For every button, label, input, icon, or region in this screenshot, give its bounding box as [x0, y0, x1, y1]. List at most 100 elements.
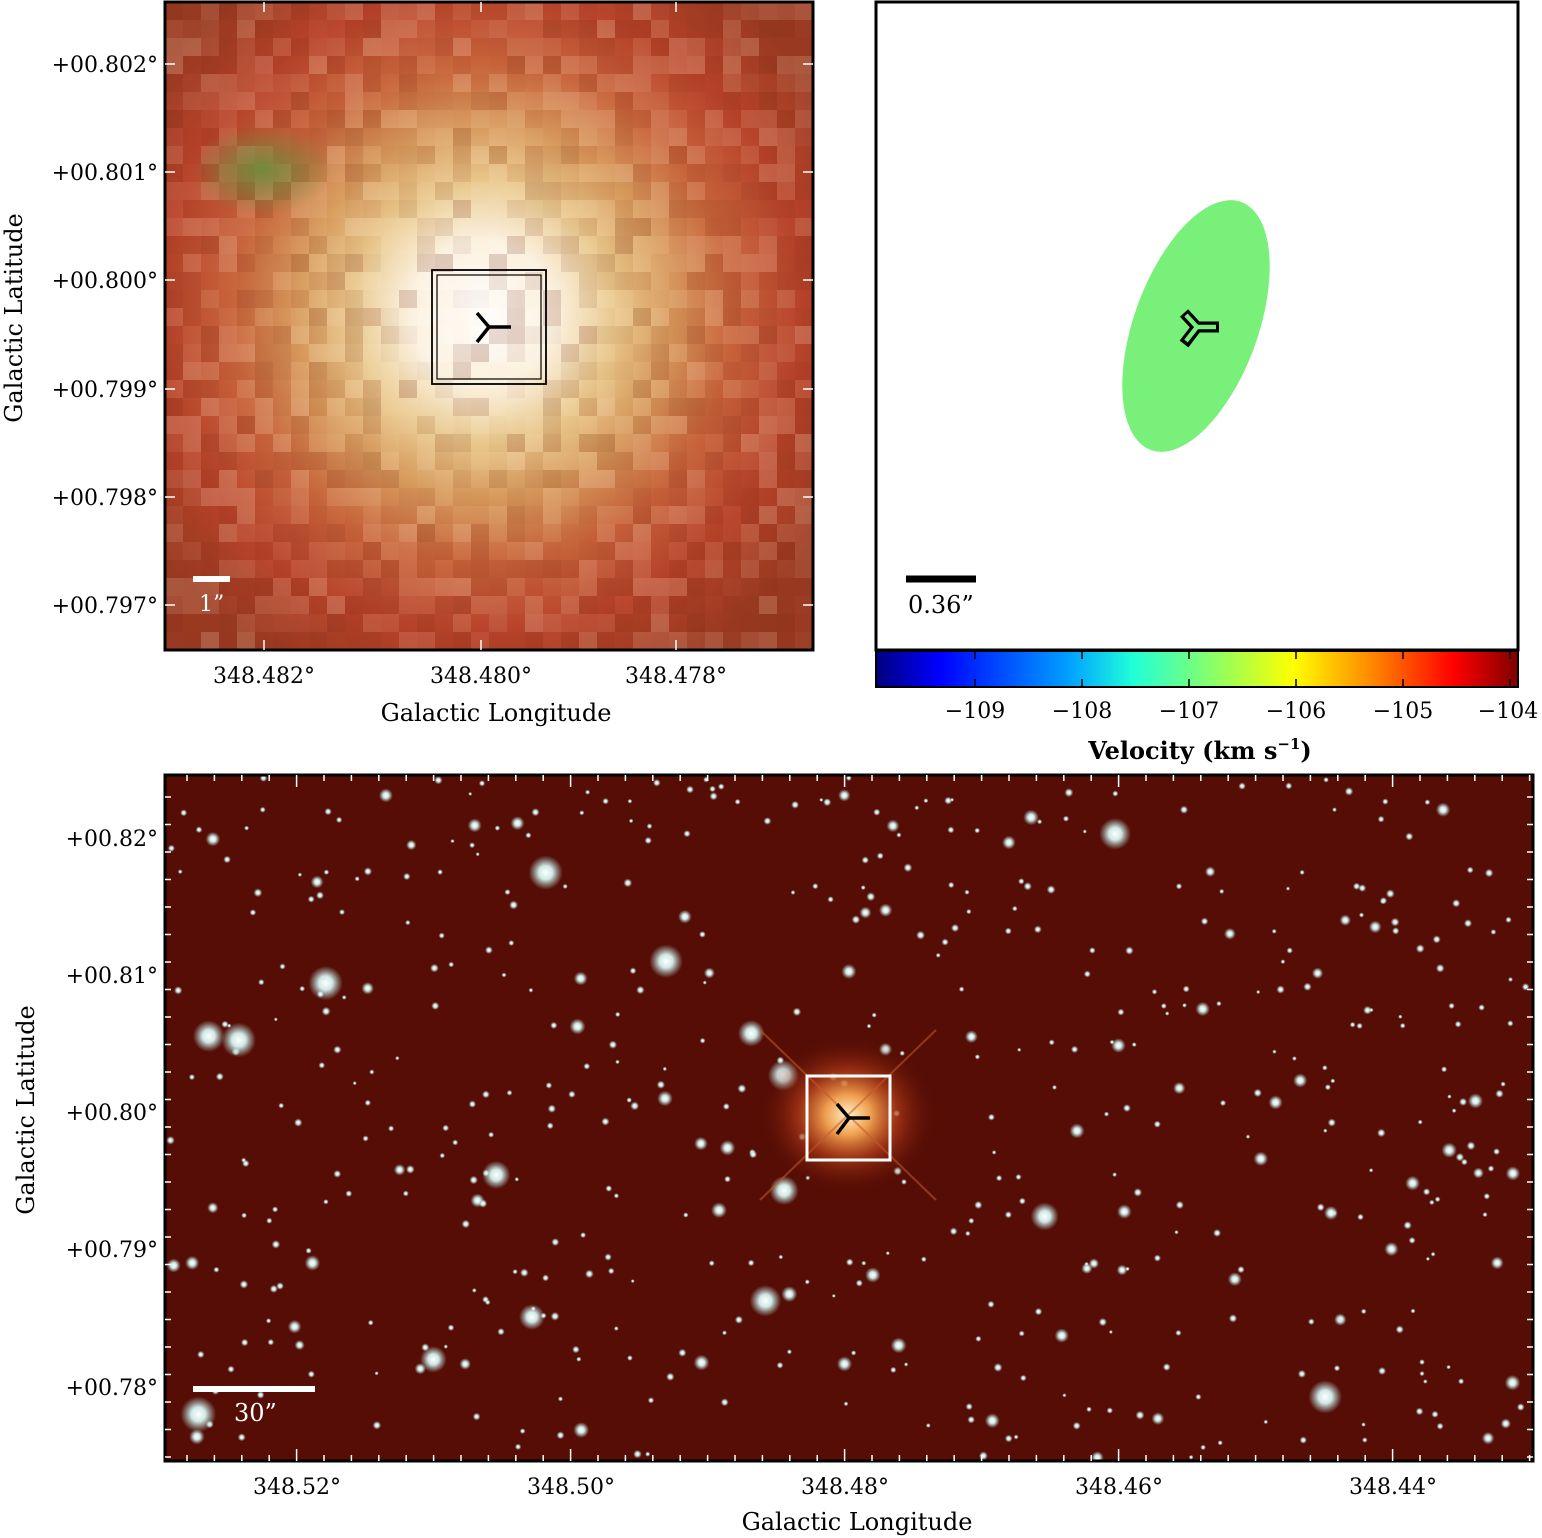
mosaic-pixel [381, 92, 399, 110]
star [1285, 886, 1291, 891]
mosaic-pixel [615, 578, 633, 596]
mosaic-pixel [381, 596, 399, 614]
star [838, 789, 851, 802]
mosaic-pixel [705, 596, 723, 614]
star [469, 1175, 479, 1185]
mosaic-pixel [489, 182, 507, 200]
mosaic-pixel [705, 74, 723, 92]
star [1017, 1047, 1022, 1052]
mosaic-pixel [237, 56, 255, 74]
mosaic-pixel [777, 344, 795, 362]
mosaic-pixel [543, 20, 561, 38]
mosaic-pixel [327, 200, 345, 218]
mosaic-pixel [633, 92, 651, 110]
star [791, 800, 800, 809]
star [520, 1268, 529, 1277]
mosaic-pixel [543, 56, 561, 74]
mosaic-pixel [579, 614, 597, 632]
star [369, 1069, 375, 1075]
colorbar-tick: −105 [1373, 699, 1433, 724]
mosaic-pixel [399, 488, 417, 506]
mosaic-pixel [183, 182, 201, 200]
mosaic-pixel [381, 434, 399, 452]
source-marker-icon [835, 1102, 870, 1136]
star [482, 1169, 491, 1177]
star [372, 1421, 382, 1430]
mosaic-pixel [561, 326, 579, 344]
mosaic-pixel [525, 452, 543, 470]
star [1361, 1422, 1366, 1427]
mosaic-pixel [273, 596, 291, 614]
star [514, 1177, 520, 1182]
star [786, 1349, 793, 1355]
star [965, 1030, 978, 1044]
y-tick-labels: +00.802° +00.801° +00.800° +00.799° +00.… [52, 53, 158, 619]
star [1256, 989, 1261, 995]
star [1219, 888, 1225, 895]
mosaic-pixel [507, 470, 525, 488]
mosaic-pixel [309, 344, 327, 362]
mosaic-pixel [273, 416, 291, 434]
star [645, 1451, 651, 1457]
mosaic-pixel [489, 110, 507, 128]
mosaic-pixel [327, 506, 345, 524]
mosaic-pixel [381, 542, 399, 560]
mosaic-pixel [705, 542, 723, 560]
mosaic-pixel [399, 524, 417, 542]
mosaic-pixel [255, 506, 273, 524]
mosaic-pixel [561, 416, 579, 434]
mosaic-pixel [543, 308, 561, 326]
mosaic-pixel [759, 488, 777, 506]
mosaic-pixel [345, 200, 363, 218]
mosaic-pixel [381, 272, 399, 290]
mosaic-pixel [507, 614, 525, 632]
mosaic-pixel [579, 506, 597, 524]
mosaic-pixel [777, 596, 795, 614]
mosaic-pixel [651, 524, 669, 542]
mosaic-pixel [363, 146, 381, 164]
mosaic-pixel [255, 596, 273, 614]
mosaic-pixel [471, 128, 489, 146]
mosaic-pixel [453, 146, 471, 164]
star [613, 1326, 619, 1331]
mosaic-pixel [669, 236, 687, 254]
star [310, 875, 324, 889]
mosaic-pixel [651, 2, 669, 20]
mosaic-pixel [183, 308, 201, 326]
mosaic-pixel [435, 596, 453, 614]
mosaic-pixel [777, 326, 795, 344]
mosaic-pixel [795, 182, 813, 200]
star [987, 1113, 995, 1121]
mosaic-pixel [417, 542, 435, 560]
star [510, 816, 525, 831]
mosaic-pixel [417, 74, 435, 92]
mosaic-pixel [633, 20, 651, 38]
star [1392, 927, 1400, 935]
mosaic-pixel [417, 326, 435, 344]
star [259, 775, 268, 782]
mosaic-pixel [633, 488, 651, 506]
mosaic-pixel [363, 452, 381, 470]
mosaic-pixel [723, 218, 741, 236]
star [916, 930, 926, 940]
mosaic-pixel [669, 110, 687, 128]
mosaic-pixel [201, 542, 219, 560]
mosaic-pixel [255, 560, 273, 578]
mosaic-pixel [363, 596, 381, 614]
star [185, 1255, 200, 1270]
star [1430, 1251, 1436, 1257]
mosaic-pixel [165, 362, 183, 380]
mosaic-pixel [345, 614, 363, 632]
mosaic-pixel [327, 2, 345, 20]
mosaic-pixel [543, 578, 561, 596]
star [1398, 1014, 1403, 1019]
star [267, 1338, 275, 1346]
star [1081, 1262, 1093, 1274]
mosaic-pixel [561, 488, 579, 506]
colorbar-tick: −109 [945, 699, 1005, 724]
mosaic-pixel [795, 236, 813, 254]
mosaic-pixel [795, 344, 813, 362]
star [1490, 929, 1497, 935]
star [876, 852, 884, 860]
star [323, 869, 330, 875]
